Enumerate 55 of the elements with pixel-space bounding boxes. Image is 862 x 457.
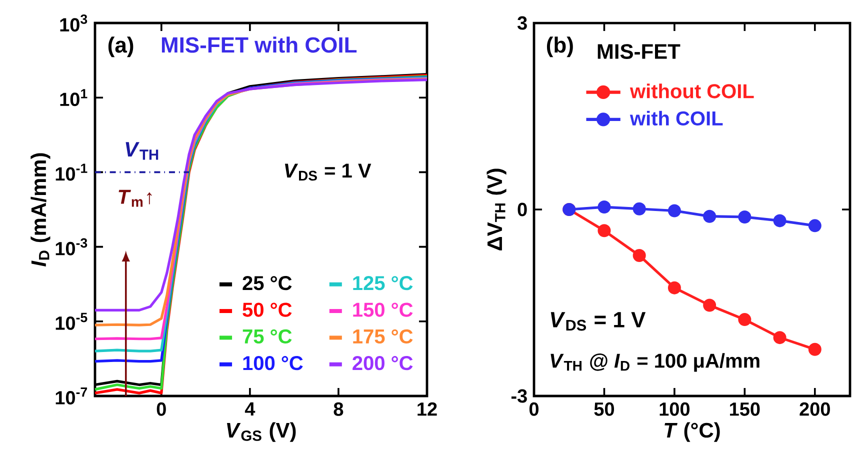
legend-label: with COIL xyxy=(630,110,723,126)
y-tick-label: 10$^{-7}$ xyxy=(56,388,88,404)
annotation: V$_{TH}$ @ I$_{D}$ = 100 μA/mm xyxy=(550,353,760,372)
point xyxy=(598,224,611,238)
y-tick-label: 0 xyxy=(518,202,527,216)
x-tick-label: 0 xyxy=(156,402,166,416)
legend-label: 50 °C xyxy=(242,302,292,317)
point xyxy=(632,249,646,262)
point xyxy=(703,210,716,223)
point xyxy=(738,210,752,224)
y-axis-title: ΔV$_{TH}$ (V) xyxy=(486,168,506,250)
point xyxy=(668,281,681,294)
point xyxy=(598,200,611,214)
point xyxy=(703,298,716,312)
y-tick-label: 10$^{3}$ xyxy=(60,14,88,32)
annotation: T$_{m}$↑ xyxy=(118,190,152,207)
x-tick-label: 0 xyxy=(529,402,539,416)
legend-label: 150 °C xyxy=(353,302,413,317)
y-tick-label: 10$^{1}$ xyxy=(60,89,88,106)
x-tick-label: 50 xyxy=(594,402,614,416)
y-tick-label: 3 xyxy=(517,16,527,30)
x-tick-label: 8 xyxy=(334,402,344,416)
y-tick-label: 10$^{-1}$ xyxy=(56,164,88,181)
annotation: (b) xyxy=(546,36,573,58)
x-tick-label: 4 xyxy=(244,402,256,416)
annotation: V$_{DS}$ = 1 V xyxy=(284,164,372,181)
y-tick-label: 10$^{-3}$ xyxy=(56,238,88,256)
legend-title: MIS-FET xyxy=(598,44,680,59)
x-axis-title: T (°C) xyxy=(664,422,720,442)
x-tick-label: 12 xyxy=(418,402,437,416)
y-axis-title: I$_{D}$ (mA/mm) xyxy=(30,153,50,266)
ref-line-label: V$_{TH}$ xyxy=(126,142,158,160)
annotation: (a) xyxy=(108,36,134,58)
point xyxy=(632,202,646,216)
point xyxy=(773,331,786,344)
point xyxy=(808,219,822,232)
legend-label: without COIL xyxy=(630,84,754,98)
annotation: V$_{DS}$ = 1 V xyxy=(550,312,646,331)
x-tick-label: 100 xyxy=(660,402,690,416)
x-tick-label: 150 xyxy=(730,402,760,416)
x-axis-title: V$_{GS}$ (V) xyxy=(226,422,296,442)
x-tick-label: 200 xyxy=(800,402,830,416)
point xyxy=(773,214,786,228)
legend-label: 125 °C xyxy=(353,276,413,290)
point xyxy=(808,342,822,356)
point xyxy=(668,204,681,218)
legend-label: 175 °C xyxy=(353,329,413,344)
y-tick-label: 10$^{-5}$ xyxy=(56,312,88,330)
legend-label: 75 °C xyxy=(242,329,292,344)
legend-label: 100 °C xyxy=(243,356,303,370)
legend-label: 25 °C xyxy=(242,276,292,290)
legend-label: 200 °C xyxy=(352,356,413,370)
y-tick-label: -3 xyxy=(511,389,527,403)
point xyxy=(738,313,752,326)
annotation: MIS-FET with COIL xyxy=(162,36,357,53)
